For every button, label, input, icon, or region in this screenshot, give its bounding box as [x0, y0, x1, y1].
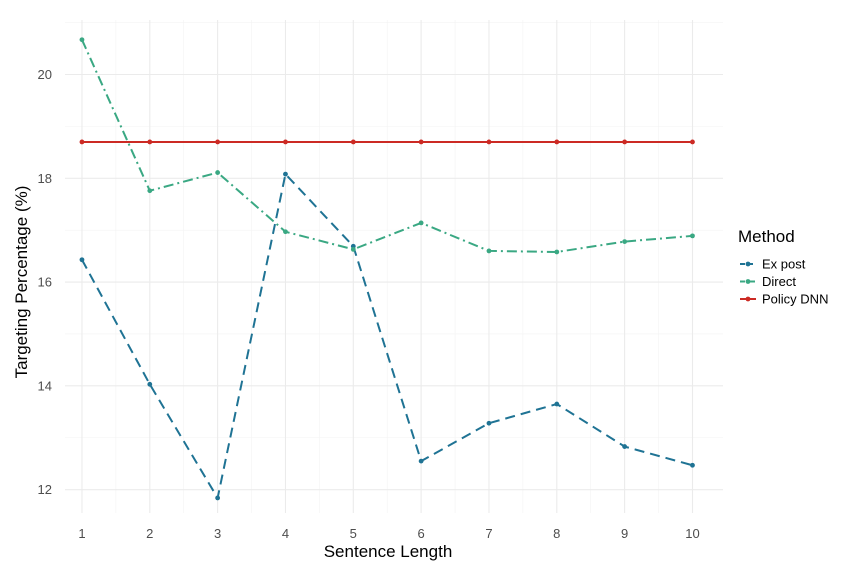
x-axis-ticks: 1 2 3 4 5 6 7 8 9 10 — [78, 526, 699, 541]
data-point — [283, 172, 288, 177]
y-tick-label: 14 — [38, 378, 52, 393]
data-point — [215, 140, 220, 145]
data-point — [622, 239, 627, 244]
data-point — [487, 140, 492, 145]
legend: Method Ex post Direct Policy DNN — [738, 227, 828, 307]
major-gridlines — [65, 20, 723, 513]
legend-item: Policy DNN — [740, 292, 828, 307]
data-point — [80, 37, 85, 42]
data-point — [419, 459, 424, 464]
x-tick-label: 3 — [214, 526, 221, 541]
x-axis-title: Sentence Length — [324, 542, 453, 561]
legend-key-point — [746, 262, 751, 267]
x-tick-label: 8 — [553, 526, 560, 541]
y-tick-label: 18 — [38, 171, 52, 186]
data-point — [487, 421, 492, 426]
x-tick-label: 10 — [685, 526, 699, 541]
data-point — [554, 402, 559, 407]
x-tick-label: 6 — [418, 526, 425, 541]
y-tick-label: 16 — [38, 275, 52, 290]
data-point — [622, 444, 627, 449]
data-point — [419, 140, 424, 145]
y-tick-label: 12 — [38, 482, 52, 497]
legend-title: Method — [738, 227, 795, 246]
data-point — [487, 249, 492, 254]
data-point — [215, 496, 220, 501]
legend-item: Direct — [740, 274, 796, 289]
data-point — [283, 140, 288, 145]
legend-key-point — [746, 297, 751, 302]
data-point — [622, 140, 627, 145]
legend-label: Direct — [762, 274, 796, 289]
legend-item: Ex post — [740, 257, 806, 272]
data-point — [690, 463, 695, 468]
data-point — [147, 382, 152, 387]
x-tick-label: 2 — [146, 526, 153, 541]
legend-label: Ex post — [762, 257, 806, 272]
data-point — [690, 140, 695, 145]
data-point — [147, 140, 152, 145]
data-point — [283, 229, 288, 234]
x-tick-label: 5 — [350, 526, 357, 541]
data-point — [351, 140, 356, 145]
y-axis-title: Targeting Percentage (%) — [12, 186, 31, 379]
data-point — [690, 233, 695, 238]
data-point — [80, 140, 85, 145]
data-point — [419, 221, 424, 226]
data-point — [554, 250, 559, 255]
legend-key-point — [746, 279, 751, 284]
x-tick-label: 9 — [621, 526, 628, 541]
data-point — [351, 247, 356, 252]
legend-label: Policy DNN — [762, 292, 828, 307]
x-tick-label: 1 — [78, 526, 85, 541]
x-tick-label: 4 — [282, 526, 289, 541]
x-tick-label: 7 — [485, 526, 492, 541]
y-axis-ticks: 12 14 16 18 20 — [38, 67, 52, 497]
data-point — [80, 257, 85, 262]
y-tick-label: 20 — [38, 67, 52, 82]
data-point — [147, 188, 152, 193]
data-point — [554, 140, 559, 145]
data-point — [215, 170, 220, 175]
